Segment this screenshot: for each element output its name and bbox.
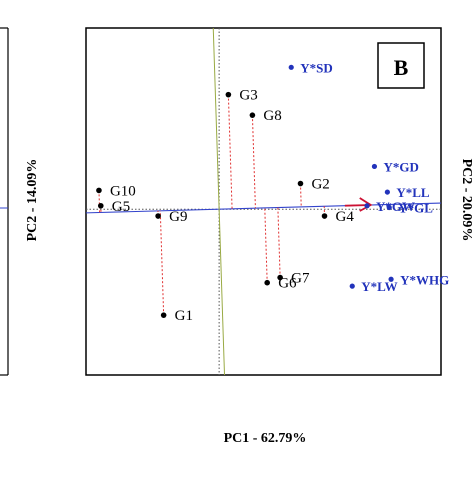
genotype-projection-line [300,184,301,207]
trait-point [289,65,294,70]
genotype-point [264,280,270,286]
trait-label: Y*GL [398,200,433,215]
genotype-label: G1 [175,308,193,324]
trait-point [388,277,393,282]
genotype-label: G8 [263,108,281,124]
genotype-point [226,92,232,98]
genotype-point [322,213,328,219]
genotype-label: G3 [239,88,257,104]
genotype-label: G10 [110,183,136,199]
trait-point [385,189,390,194]
genotype-projection-line [99,190,100,212]
genotype-projection-line [160,211,163,315]
genotype-point [298,181,304,187]
genotype-point [96,188,102,194]
panel-label: B [394,55,409,80]
y-axis-label: PC2 - 20.09% [459,159,474,242]
genotype-projection-line [265,208,267,283]
trait-point [372,164,377,169]
genotype-projection-line [278,208,280,278]
genotype-point [277,275,283,281]
trait-point [364,203,369,208]
left-panel-ylabel: PC2 - 14.09% [25,159,40,242]
genotype-label: G2 [311,177,329,193]
genotype-label: G4 [336,209,355,225]
genotype-point [155,213,161,219]
genotype-label: G5 [112,199,130,215]
genotype-label: G9 [169,209,187,225]
genotype-point [161,312,167,318]
genotype-projection-line [228,95,232,209]
genotype-point [98,203,104,209]
trait-label: Y*SD [300,60,333,75]
trait-label: Y*GD [383,159,418,174]
trait-label: Y*WHG [400,272,449,287]
genotype-projection-line [252,115,255,208]
trait-point [350,284,355,289]
x-axis-label: PC1 - 62.79% [224,431,307,446]
genotype-point [250,112,256,118]
genotype-label: G7 [291,271,310,287]
trait-point [387,205,392,210]
